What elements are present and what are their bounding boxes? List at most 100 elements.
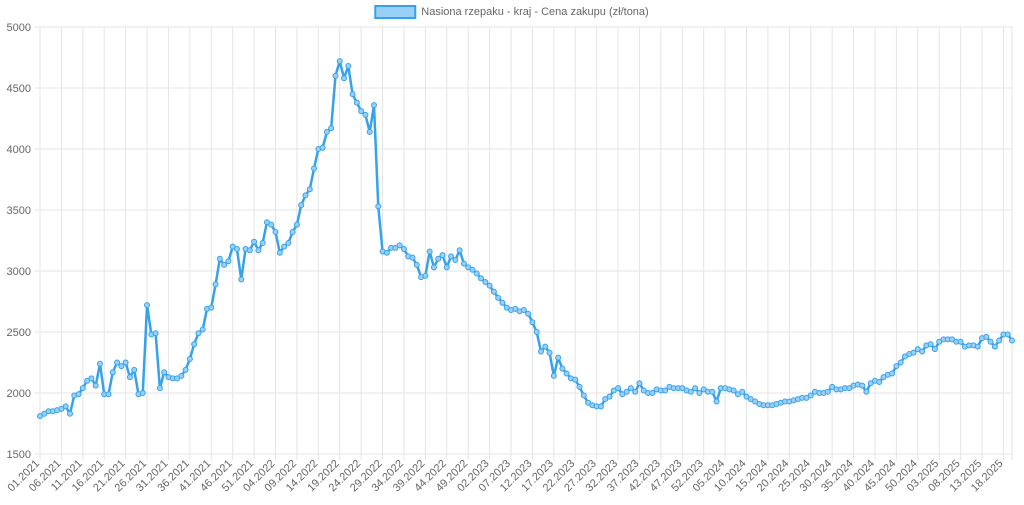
point [62,403,69,410]
legend-swatch [374,5,417,19]
point [615,385,622,392]
point [914,346,921,353]
legend-item: Nasiona rzepaku - kraj - Cena zakupu (zł… [374,5,649,19]
point [272,228,279,235]
point [572,376,579,383]
point [199,326,206,333]
point [987,338,994,345]
point [662,387,669,394]
point [949,336,956,343]
point [867,380,874,387]
point [195,330,202,337]
point [268,221,275,228]
point [460,260,467,267]
point [889,370,896,377]
point [525,310,532,317]
point [302,192,309,199]
point [696,390,703,396]
point [713,398,720,405]
legend-label: Nasiona rzepaku - kraj - Cena zakupu (zł… [421,6,648,18]
point [829,383,836,390]
point [700,386,707,393]
point [469,266,476,273]
y-tick-label: 2000 [7,388,31,400]
point [191,341,198,348]
point [161,369,168,376]
point [465,264,472,271]
point [610,387,617,394]
point [602,396,609,403]
point [422,272,429,279]
point [512,305,519,312]
point [255,247,262,254]
point [520,307,527,314]
y-tick-label: 5000 [7,22,31,34]
point [846,385,853,392]
point [281,243,288,250]
point [991,343,998,350]
point [392,244,399,251]
point [640,387,647,394]
point [687,388,694,395]
point [859,382,866,389]
point [632,388,639,395]
point [1004,331,1011,338]
point [178,372,185,379]
point [41,410,48,417]
point [259,239,266,246]
point [225,258,232,265]
point [550,372,557,379]
point [546,349,553,356]
point [251,238,258,245]
point [473,270,480,277]
point [580,392,587,399]
point [456,247,463,254]
point [58,405,65,412]
point [443,264,450,271]
line [39,59,1014,418]
point [448,253,455,260]
point [336,58,343,65]
point [276,249,283,256]
point [482,278,489,285]
point [649,390,656,396]
point [221,261,228,268]
y-tick-label: 3000 [7,266,31,278]
point [893,363,900,370]
point [739,388,746,395]
point [627,385,634,392]
point [122,359,129,366]
point [490,288,497,295]
point [486,282,493,289]
point [585,399,592,406]
point [927,341,934,348]
point [332,72,339,79]
point [238,276,245,283]
point [383,249,390,256]
point [679,385,686,392]
point [88,375,95,382]
point [606,393,613,400]
point [824,388,831,395]
point [182,366,189,373]
point [559,365,566,372]
point [79,385,86,392]
point [439,252,446,259]
point [597,403,604,410]
point [246,247,253,254]
point [341,75,348,82]
point [623,388,630,395]
point [897,359,904,366]
point [426,248,433,255]
point [803,394,810,401]
point [216,255,223,262]
point [298,202,305,209]
point [692,385,699,392]
point [876,379,883,386]
point [747,396,754,403]
y-tick-label: 2500 [7,327,31,339]
point [619,391,626,398]
y-tick-label: 4500 [7,83,31,95]
point [752,398,759,405]
